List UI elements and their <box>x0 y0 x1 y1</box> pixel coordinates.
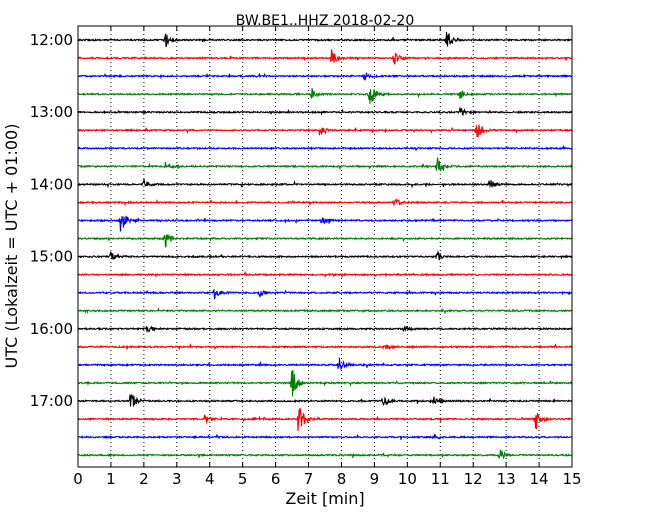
y-axis-label: UTC (Lokalzeit = UTC + 01:00) <box>2 124 21 369</box>
trace-row-12 <box>78 252 572 260</box>
trace-row-15 <box>78 309 572 313</box>
trace-row-17 <box>78 345 572 350</box>
trace-row-19 <box>78 370 572 396</box>
trace-row-16 <box>78 326 572 332</box>
x-tick-label: 0 <box>73 470 83 488</box>
y-tick-label: 14:00 <box>30 175 73 193</box>
trace-row-18 <box>78 358 572 369</box>
x-tick-label: 3 <box>172 470 182 488</box>
trace-rows <box>78 32 572 458</box>
trace-row-22 <box>78 434 572 440</box>
x-tick-label: 9 <box>370 470 380 488</box>
trace-row-4 <box>78 107 572 114</box>
trace-row-1 <box>78 49 572 64</box>
x-tick-label: 14 <box>530 470 549 488</box>
x-tick-label: 12 <box>464 470 483 488</box>
x-tick-label: 1 <box>106 470 116 488</box>
chart-title: BW.BE1..HHZ 2018-02-20 <box>236 13 415 29</box>
trace-row-20 <box>78 395 572 407</box>
x-tick-label: 7 <box>304 470 314 488</box>
trace-row-9 <box>78 200 572 205</box>
trace-row-10 <box>78 216 572 232</box>
y-tick-label: 12:00 <box>30 31 73 49</box>
x-tick-label: 4 <box>205 470 215 488</box>
y-tick-label: 15:00 <box>30 248 73 266</box>
x-axis-label: Zeit [min] <box>285 489 364 508</box>
trace-row-11 <box>78 234 572 247</box>
x-tick-label: 15 <box>562 470 581 488</box>
y-tick-label: 13:00 <box>30 103 73 121</box>
x-tick-label: 10 <box>398 470 417 488</box>
trace-row-6 <box>78 146 572 151</box>
trace-row-13 <box>78 272 572 276</box>
trace-row-0 <box>78 32 572 47</box>
x-tick-label: 2 <box>139 470 149 488</box>
trace-row-8 <box>78 179 572 187</box>
x-tick-label: 13 <box>497 470 516 488</box>
x-tick-label: 6 <box>271 470 281 488</box>
x-tick-label: 8 <box>337 470 347 488</box>
trace-row-7 <box>78 159 572 171</box>
x-tick-label: 5 <box>238 470 248 488</box>
y-tick-label: 17:00 <box>30 392 73 410</box>
trace-row-3 <box>78 89 572 104</box>
y-tick-label: 16:00 <box>30 320 73 338</box>
trace-row-14 <box>78 290 572 299</box>
x-tick-label: 11 <box>431 470 450 488</box>
trace-row-21 <box>78 408 572 431</box>
trace-row-2 <box>78 73 572 81</box>
trace-row-5 <box>78 125 572 137</box>
trace-row-23 <box>78 450 572 458</box>
